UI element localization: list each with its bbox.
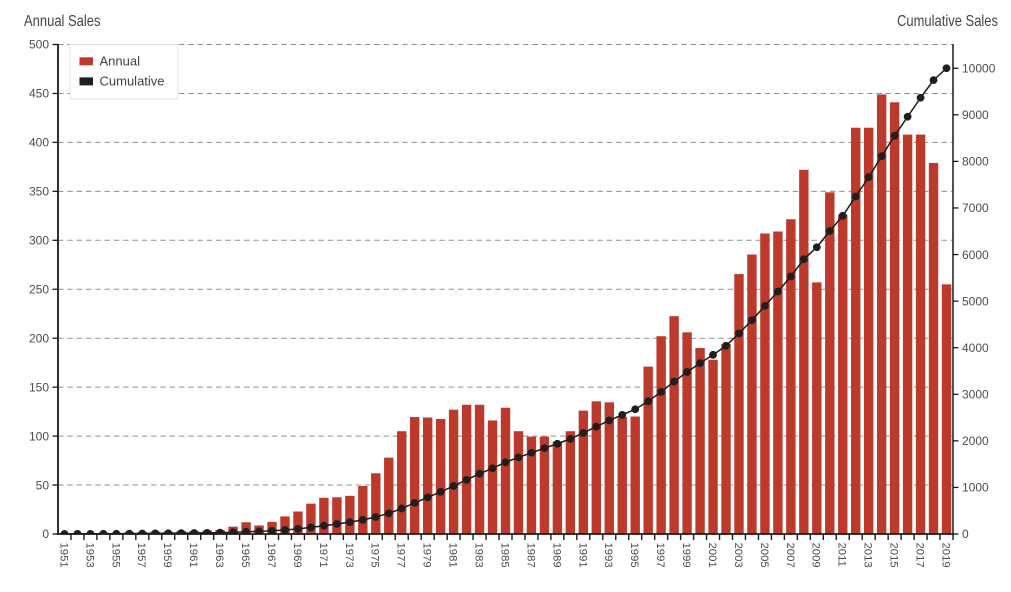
svg-text:100: 100 [29, 429, 49, 443]
svg-text:0: 0 [42, 527, 49, 541]
svg-text:250: 250 [29, 282, 49, 296]
svg-text:150: 150 [29, 380, 49, 394]
svg-text:1979: 1979 [421, 543, 433, 568]
svg-text:1997: 1997 [654, 543, 666, 568]
svg-text:2007: 2007 [784, 543, 796, 568]
svg-text:1951: 1951 [57, 543, 69, 568]
svg-text:1965: 1965 [239, 543, 251, 568]
svg-text:Cumulative Sales: Cumulative Sales [897, 13, 998, 30]
svg-text:Annual: Annual [100, 54, 141, 69]
svg-text:1955: 1955 [109, 543, 121, 568]
svg-text:1973: 1973 [343, 543, 355, 568]
svg-text:1995: 1995 [628, 543, 640, 568]
svg-text:Cumulative: Cumulative [100, 74, 165, 89]
svg-text:50: 50 [36, 478, 50, 492]
svg-text:8000: 8000 [962, 155, 989, 169]
svg-text:1957: 1957 [135, 543, 147, 568]
svg-text:1953: 1953 [83, 543, 95, 568]
svg-text:1999: 1999 [680, 543, 692, 568]
svg-text:1969: 1969 [291, 543, 303, 568]
svg-text:4000: 4000 [962, 341, 989, 355]
svg-text:1971: 1971 [317, 543, 329, 568]
svg-text:350: 350 [29, 185, 49, 199]
svg-text:1989: 1989 [550, 543, 562, 568]
svg-text:10000: 10000 [962, 61, 996, 75]
svg-text:1967: 1967 [265, 543, 277, 568]
svg-text:450: 450 [29, 87, 49, 101]
svg-text:9000: 9000 [962, 108, 989, 122]
svg-text:1000: 1000 [962, 481, 989, 495]
svg-text:5000: 5000 [962, 294, 989, 308]
svg-text:1987: 1987 [524, 543, 536, 568]
svg-text:2001: 2001 [706, 543, 718, 568]
svg-text:400: 400 [29, 136, 49, 150]
svg-text:6000: 6000 [962, 248, 989, 262]
svg-text:2011: 2011 [836, 543, 848, 567]
svg-text:3000: 3000 [962, 387, 989, 401]
svg-text:500: 500 [29, 38, 49, 52]
svg-text:2015: 2015 [888, 543, 900, 568]
svg-text:2009: 2009 [810, 543, 822, 568]
svg-text:1985: 1985 [498, 543, 510, 568]
svg-text:2017: 2017 [914, 543, 926, 568]
svg-text:2005: 2005 [758, 543, 770, 568]
svg-text:1959: 1959 [161, 543, 173, 568]
svg-text:1981: 1981 [447, 543, 459, 568]
svg-text:1993: 1993 [602, 543, 614, 568]
svg-text:2019: 2019 [939, 543, 951, 568]
svg-text:2000: 2000 [962, 434, 989, 448]
svg-text:2013: 2013 [862, 543, 874, 568]
svg-text:300: 300 [29, 234, 49, 248]
svg-text:1961: 1961 [187, 543, 199, 568]
svg-text:7000: 7000 [962, 201, 989, 215]
svg-text:1991: 1991 [576, 543, 588, 568]
svg-text:1975: 1975 [369, 543, 381, 568]
svg-text:200: 200 [29, 331, 49, 345]
svg-text:1977: 1977 [395, 543, 407, 568]
svg-text:Annual Sales: Annual Sales [24, 13, 101, 30]
svg-text:1983: 1983 [472, 543, 484, 568]
svg-text:2003: 2003 [732, 543, 744, 568]
svg-text:0: 0 [962, 527, 969, 541]
svg-text:1963: 1963 [213, 543, 225, 568]
